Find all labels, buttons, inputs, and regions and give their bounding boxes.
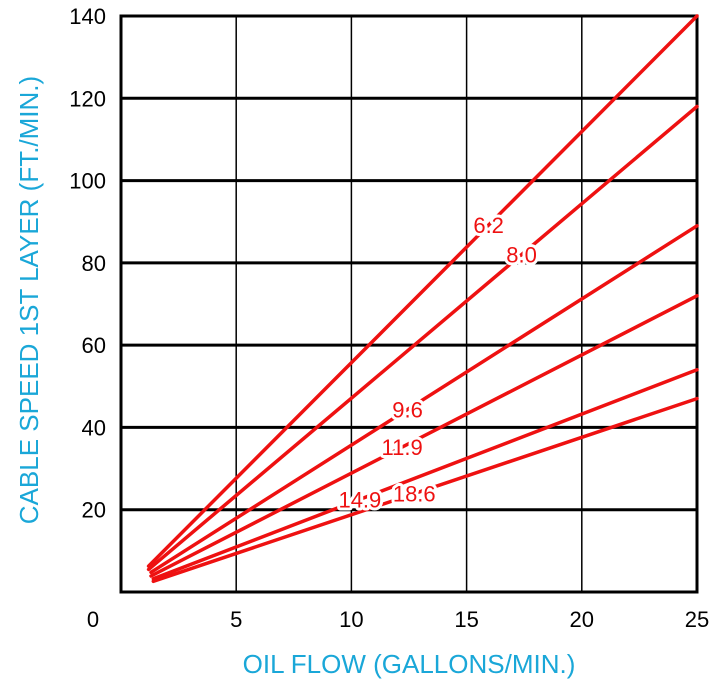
series-label: 11.9 [382, 435, 423, 460]
x-tick-label: 10 [339, 607, 363, 632]
y-tick-label: 20 [82, 498, 106, 523]
y-tick-label: 80 [82, 251, 106, 276]
tick-labels: 0 5 10 15 20 25 20 40 60 80 100 120 140 [69, 4, 709, 632]
series-label: 9.6 [392, 397, 423, 422]
x-tick-label: 15 [454, 607, 478, 632]
series-line [151, 368, 699, 581]
x-tick-label: 20 [570, 607, 594, 632]
y-tick-label: 140 [69, 4, 106, 29]
series-line [146, 104, 699, 572]
y-tick-label: 40 [82, 415, 106, 440]
series-label: 14.9 [338, 487, 381, 512]
y-axis-title: CABLE SPEED 1ST LAYER (FT./MIN.) [14, 76, 44, 524]
x-tick-label: 25 [685, 607, 709, 632]
plot-frame [119, 14, 699, 594]
y-tick-label: 60 [82, 333, 106, 358]
grid [119, 14, 699, 594]
series-line [151, 396, 699, 584]
series-lines [146, 14, 699, 584]
series-labels: 6.28.0 9.6 11.9 14.9 18.6 [335, 210, 539, 515]
y-tick-label: 100 [69, 169, 106, 194]
x-tick-label: 0 [87, 607, 99, 632]
x-axis-title: OIL FLOW (GALLONS/MIN.) [243, 649, 576, 679]
y-tick-label: 120 [69, 86, 106, 111]
series-line [146, 14, 699, 568]
series-line [149, 224, 699, 575]
x-tick-label: 5 [230, 607, 242, 632]
series-label: 8.0 [506, 243, 537, 268]
series-label: 6.2 [473, 213, 504, 238]
series-label: 18.6 [393, 482, 436, 507]
series-line [149, 294, 699, 578]
